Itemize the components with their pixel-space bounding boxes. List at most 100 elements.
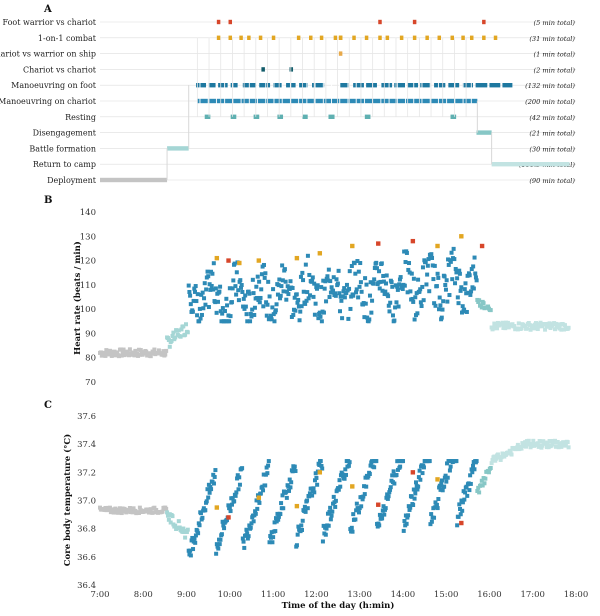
activity-total: (1 min total) — [534, 51, 576, 59]
hr-point — [276, 283, 281, 288]
activity-bar — [352, 35, 356, 40]
temp-point — [330, 509, 335, 514]
activity-bar — [259, 83, 271, 88]
hr-point — [322, 286, 327, 291]
activity-label: Return to camp — [33, 160, 96, 169]
hr-point — [446, 257, 451, 262]
temp-point — [448, 464, 453, 469]
activity-bar — [312, 83, 325, 88]
temp-point — [482, 481, 487, 486]
temp-point — [193, 540, 198, 545]
bar-gap — [454, 82, 456, 88]
hr-point — [338, 294, 343, 299]
hr-point — [445, 299, 450, 304]
activity-bar — [253, 114, 260, 119]
temp-point — [547, 439, 552, 444]
hr-point — [215, 299, 220, 304]
bar-gap — [224, 82, 226, 88]
activity-bar — [216, 35, 221, 40]
hr-point — [524, 326, 529, 331]
hr-point — [164, 348, 169, 353]
temp-point — [337, 478, 342, 483]
hr-point — [102, 350, 107, 355]
activity-bar — [475, 83, 488, 88]
hr-point — [199, 292, 204, 297]
hr-point — [121, 347, 126, 352]
temp-point — [355, 506, 360, 511]
hr-point — [268, 313, 273, 318]
hr-point — [259, 272, 264, 277]
hr-point — [418, 287, 423, 292]
temp-point — [189, 538, 194, 543]
hr-point — [374, 266, 379, 271]
temp-point — [442, 475, 447, 480]
temp-point — [310, 493, 315, 498]
hr-point — [452, 257, 457, 262]
temp-point — [328, 517, 333, 522]
temp-point — [380, 516, 385, 521]
hr-point — [421, 298, 426, 303]
hr-point — [535, 327, 540, 332]
hr-point — [562, 323, 567, 328]
temp-point — [286, 484, 291, 489]
temp-point — [296, 524, 301, 529]
hr-point — [213, 286, 218, 291]
hr-point — [464, 309, 469, 314]
activity-bar — [450, 114, 457, 119]
hr-point — [264, 313, 269, 318]
hr-point — [295, 300, 300, 305]
hr-point — [288, 279, 293, 284]
temp-point — [499, 455, 504, 460]
hr-point — [488, 308, 493, 313]
temp-point — [315, 482, 320, 487]
hr-point — [248, 319, 253, 324]
temp-point — [148, 507, 153, 512]
hr-point — [429, 252, 434, 257]
activity-bar — [364, 114, 371, 119]
hr-point — [296, 297, 301, 302]
temp-point — [559, 444, 564, 449]
hr-point — [285, 284, 290, 289]
hr-point — [202, 281, 207, 286]
bar-gap — [363, 98, 365, 104]
temp-point — [447, 468, 452, 473]
temp-point — [111, 510, 116, 515]
temp-point — [438, 487, 443, 492]
hr-point — [267, 294, 272, 299]
activity-bar — [309, 35, 313, 40]
hr-point — [416, 277, 421, 282]
temp-point — [344, 472, 349, 477]
hr-point — [372, 277, 377, 282]
temp-point — [381, 504, 386, 509]
hr-point — [166, 338, 171, 343]
temp-point — [412, 496, 417, 501]
temp-point — [360, 497, 365, 502]
hr-event-point — [214, 255, 220, 261]
temp-point — [253, 509, 258, 514]
temp-point — [380, 508, 385, 513]
y-tick-label: 140 — [80, 208, 96, 218]
activity-bar — [296, 35, 301, 40]
temp-point — [489, 461, 494, 466]
temp-point — [235, 476, 240, 481]
temp-point — [302, 504, 307, 509]
hr-point — [341, 289, 346, 294]
hr-point — [559, 327, 564, 332]
hr-point — [331, 288, 336, 293]
temp-point — [216, 546, 221, 551]
temp-event-point — [376, 502, 381, 507]
hr-point — [377, 286, 382, 291]
x-tick-label: 9:00 — [177, 590, 196, 600]
hr-point — [406, 267, 411, 272]
temp-point — [214, 542, 219, 547]
hr-point — [418, 300, 423, 305]
y-tick-label: 110 — [80, 281, 96, 291]
temp-point — [465, 493, 470, 498]
hr-point — [387, 309, 392, 314]
hr-point — [486, 304, 491, 309]
activity-bar — [277, 114, 284, 119]
hr-point — [455, 276, 460, 281]
hr-point — [456, 301, 461, 306]
hr-point — [408, 289, 413, 294]
hr-point — [209, 283, 214, 288]
